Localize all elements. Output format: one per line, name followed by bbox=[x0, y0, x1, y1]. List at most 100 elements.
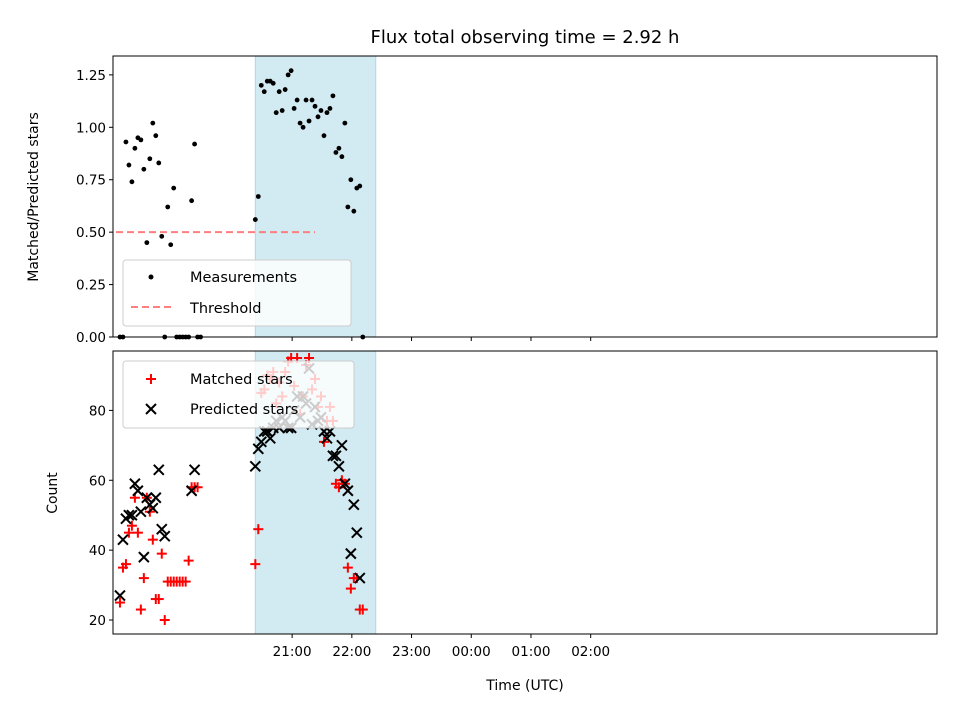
predicted-star-point bbox=[249, 460, 262, 473]
top-panel: 0.00 0.25 0.50 0.75 1.00 1.25 Matched/Predict… bbox=[26, 55, 938, 346]
x-tick-label: 23:00 bbox=[392, 644, 431, 660]
predicted-star-point bbox=[188, 464, 201, 476]
predicted-star-point bbox=[339, 478, 351, 490]
measurement-point bbox=[351, 208, 357, 214]
chart-title: Flux total observing time = 2.92 h bbox=[371, 27, 680, 48]
measurement-point bbox=[330, 93, 336, 99]
top-legend: Measurements Threshold bbox=[122, 259, 352, 327]
matched-star-point bbox=[123, 527, 134, 538]
matched-star-point bbox=[153, 594, 164, 605]
y-tick-label: 60 bbox=[89, 473, 106, 489]
y-tick-label: 20 bbox=[89, 613, 106, 629]
measurement-point bbox=[273, 110, 279, 116]
measurement-point bbox=[318, 108, 324, 113]
top-x-axis bbox=[291, 337, 592, 341]
measurement-point bbox=[297, 120, 303, 126]
predicted-star-point bbox=[185, 485, 198, 497]
legend-measurements-label: Measurements bbox=[190, 270, 297, 286]
measurement-point bbox=[282, 87, 288, 92]
matched-star-point bbox=[250, 559, 261, 570]
predicted-star-point bbox=[255, 436, 267, 448]
y-tick-label: 0.50 bbox=[76, 225, 106, 241]
matched-star-point bbox=[132, 527, 143, 538]
measurement-point bbox=[321, 133, 327, 139]
top-axes-frame bbox=[112, 55, 938, 338]
y-tick-label: 1.00 bbox=[76, 120, 106, 136]
predicted-star-point bbox=[126, 509, 138, 521]
x-tick-label: 22:00 bbox=[332, 644, 371, 660]
measurement-point bbox=[189, 198, 195, 204]
measurement-point bbox=[339, 154, 345, 160]
measurement-point bbox=[324, 110, 330, 116]
measurement-point bbox=[294, 97, 300, 103]
legend-predicted-label: Predicted stars bbox=[190, 402, 298, 418]
measurement-point bbox=[168, 242, 174, 248]
measurement-point bbox=[345, 204, 351, 210]
predicted-star-point bbox=[138, 551, 150, 563]
matched-star-point bbox=[159, 615, 170, 626]
measurement-point bbox=[159, 233, 165, 239]
y-tick-label: 40 bbox=[89, 543, 106, 559]
measurement-point bbox=[279, 108, 285, 113]
measurement-point bbox=[276, 89, 282, 95]
measurement-point bbox=[255, 194, 261, 199]
matched-star-point bbox=[342, 562, 353, 573]
y-tick-label: 0.25 bbox=[76, 278, 106, 294]
measurement-point bbox=[327, 106, 333, 111]
matched-star-point bbox=[126, 520, 137, 531]
y-tick-label: 0.00 bbox=[76, 330, 106, 346]
predicted-star-point bbox=[114, 589, 126, 602]
predicted-star-point bbox=[345, 547, 357, 560]
bottom-y-axis: 20 40 60 80 bbox=[89, 403, 113, 629]
measurement-point bbox=[138, 137, 144, 143]
measurement-point bbox=[132, 145, 138, 151]
predicted-star-point bbox=[264, 432, 276, 445]
x-axis-label: Time (UTC) bbox=[485, 678, 563, 694]
bottom-legend-box bbox=[122, 360, 355, 429]
top-y-axis: 0.00 0.25 0.50 0.75 1.00 1.25 bbox=[76, 68, 113, 346]
measurement-point bbox=[315, 114, 321, 120]
predicted-star-point bbox=[129, 478, 141, 490]
predicted-star-point bbox=[147, 502, 159, 514]
y-tick-label: 80 bbox=[89, 403, 106, 419]
measurement-point bbox=[303, 97, 309, 103]
predicted-star-point bbox=[351, 526, 363, 539]
measurement-point bbox=[165, 204, 171, 210]
measurement-point bbox=[336, 145, 342, 151]
x-tick-label: 01:00 bbox=[512, 644, 551, 660]
measurement-point bbox=[342, 120, 348, 126]
measurement-point bbox=[126, 162, 132, 168]
y-tick-label: 0.75 bbox=[76, 173, 106, 189]
predicted-star-point bbox=[333, 460, 345, 473]
matched-star-point bbox=[135, 604, 146, 615]
predicted-star-point bbox=[153, 464, 165, 476]
measurement-point bbox=[309, 97, 315, 103]
matched-star-point bbox=[253, 524, 264, 535]
measurement-point bbox=[306, 118, 312, 124]
predicted-star-point bbox=[342, 485, 354, 497]
predicted-star-point bbox=[135, 506, 147, 518]
top-legend-box bbox=[122, 259, 352, 327]
measurement-point bbox=[192, 141, 198, 147]
predicted-star-point bbox=[348, 499, 360, 511]
legend-measurement-marker bbox=[148, 274, 154, 280]
matched-star-point bbox=[138, 573, 149, 584]
bottom-x-axis: 21:00 22:00 23:00 00:00 01:00 02:00 bbox=[273, 634, 610, 660]
predicted-star-point bbox=[336, 439, 348, 452]
predicted-star-point bbox=[156, 523, 168, 535]
predicted-star-point bbox=[159, 530, 171, 542]
matched-star-point bbox=[120, 559, 131, 570]
matched-star-point bbox=[114, 597, 125, 608]
measurement-point bbox=[270, 80, 276, 86]
measurement-point bbox=[258, 82, 264, 88]
measurement-point bbox=[156, 160, 162, 166]
y-tick-label: 1.25 bbox=[76, 68, 106, 84]
measurement-point bbox=[147, 156, 153, 162]
measurement-point bbox=[291, 106, 297, 111]
measurement-point bbox=[150, 120, 156, 126]
matched-star-point bbox=[357, 604, 368, 615]
predicted-star-point bbox=[132, 485, 144, 497]
measurement-point bbox=[129, 179, 135, 185]
x-tick-label: 21:00 bbox=[273, 644, 312, 660]
